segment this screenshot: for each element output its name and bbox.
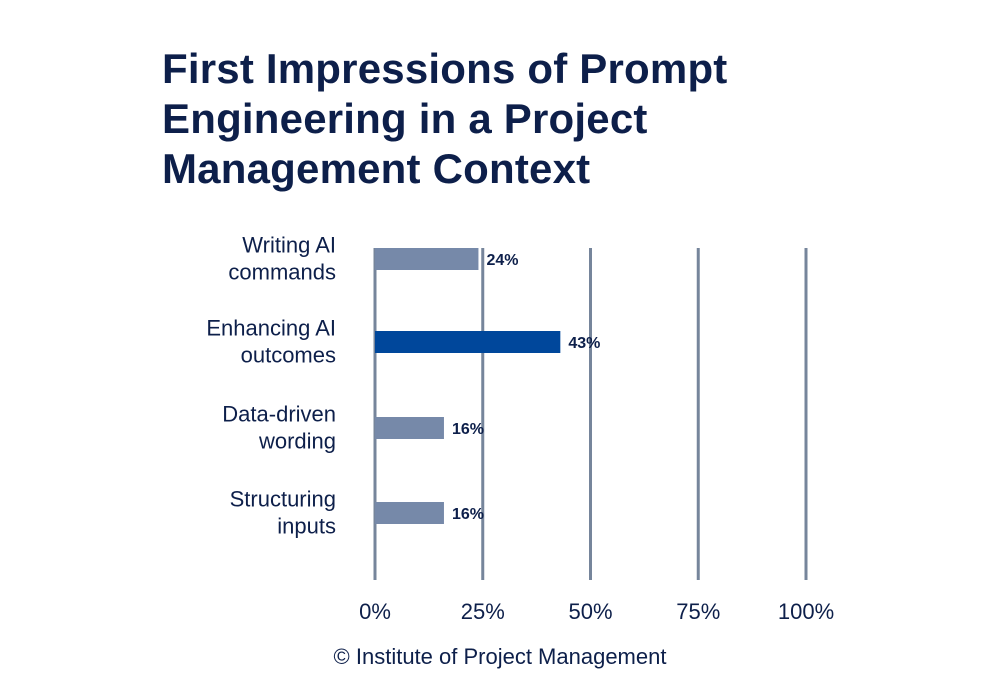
category-label: Data-driven wording <box>222 402 336 454</box>
value-labels: 24% 43% 16% 16% <box>452 252 600 523</box>
x-tick-label: 100% <box>778 599 834 624</box>
x-tick-labels: 0% 25% 50% 75% 100% <box>359 599 834 624</box>
x-tick-label: 0% <box>359 599 391 624</box>
bar-value-label: 16% <box>452 421 484 438</box>
bar-value-label: 24% <box>486 252 518 269</box>
category-label: Structuring inputs <box>230 487 336 539</box>
x-tick-label: 75% <box>676 599 720 624</box>
bar-value-label: 43% <box>568 335 600 352</box>
category-label: Enhancing AI outcomes <box>206 316 336 368</box>
bar-value-label: 16% <box>452 506 484 523</box>
bar <box>375 417 444 439</box>
bar <box>375 502 444 524</box>
category-label: Writing AI commands <box>228 233 336 285</box>
copyright-footer: © Institute of Project Management <box>333 644 667 669</box>
gridlines <box>373 248 808 580</box>
category-labels: Writing AI commands Enhancing AI outcomes Da… <box>206 233 336 539</box>
x-tick-label: 25% <box>461 599 505 624</box>
bar <box>375 331 561 353</box>
bar-chart: 24% 43% 16% 16% Writing AI commands Enhancing… <box>206 233 834 625</box>
bar <box>375 248 479 270</box>
chart-title: First Impressions of Prompt Engineering … <box>162 45 728 192</box>
x-tick-label: 50% <box>568 599 612 624</box>
bars <box>375 248 561 524</box>
